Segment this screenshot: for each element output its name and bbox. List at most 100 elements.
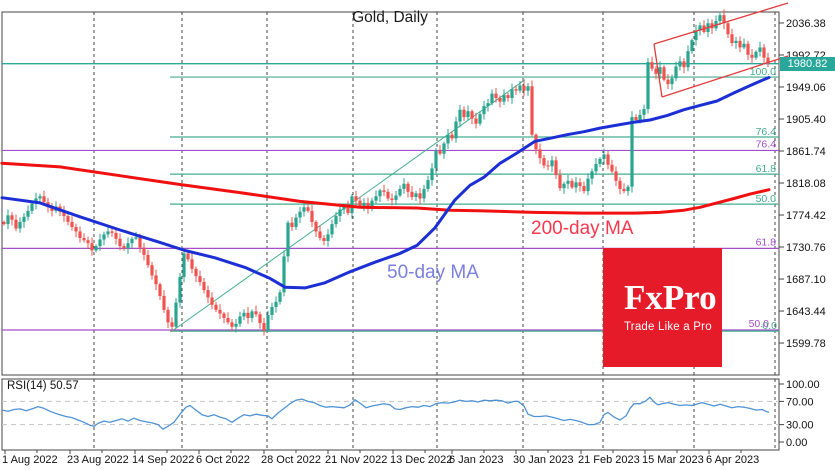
candle-body: [430, 168, 434, 181]
candle-body: [118, 238, 122, 247]
candle-body: [486, 103, 490, 107]
channel-upper-line: [653, 2, 789, 45]
candle-body: [590, 171, 594, 179]
price-axis-label: 1774.42: [786, 210, 826, 222]
candle-body: [470, 111, 474, 119]
date-axis-label: 13 Dec 2022: [390, 454, 452, 466]
candle-body: [510, 89, 514, 99]
candle-body: [78, 231, 82, 239]
candle-body: [734, 40, 738, 44]
candle-body: [598, 158, 602, 164]
candle-body: [210, 297, 214, 305]
candle-body: [386, 191, 390, 199]
date-axis-label: 23 Aug 2022: [67, 454, 129, 466]
candle-body: [42, 196, 46, 203]
candle-body: [490, 93, 494, 104]
candle-body: [690, 40, 694, 52]
candle-body: [114, 232, 118, 239]
candle-body: [410, 191, 414, 197]
candle-body: [346, 206, 350, 214]
rsi-axis-label: 0.00: [786, 437, 807, 449]
candle-body: [246, 312, 250, 318]
candle-body: [626, 186, 630, 192]
candle-body: [614, 171, 618, 181]
fxpro-tagline: Trade Like a Pro: [624, 321, 712, 333]
candle-body: [230, 322, 234, 327]
candle-body: [122, 246, 126, 249]
candle-body: [238, 316, 242, 324]
candle-body: [310, 210, 314, 222]
candle-body: [30, 203, 34, 211]
candle-body: [538, 149, 542, 159]
candle-body: [746, 43, 750, 55]
candle-body: [414, 193, 418, 197]
candle-body: [314, 221, 318, 232]
candle-body: [130, 238, 134, 244]
candle-body: [342, 206, 346, 210]
candle-body: [638, 114, 642, 121]
candle-body: [50, 207, 54, 211]
candle-body: [658, 67, 662, 74]
candle-body: [686, 51, 690, 68]
candle-body: [294, 217, 298, 228]
candle-body: [526, 86, 530, 91]
candle-body: [406, 183, 410, 192]
candle-body: [366, 202, 370, 208]
candle-body: [670, 78, 674, 85]
candle-body: [742, 43, 746, 48]
candle-body: [326, 234, 330, 241]
candle-body: [250, 311, 254, 318]
candle-body: [758, 47, 762, 52]
fib-teal-label: 100.0: [750, 66, 776, 78]
candle-body: [606, 154, 610, 165]
candle-body: [682, 61, 686, 68]
price-axis-label: 2036.38: [786, 18, 826, 30]
fib-purple-label: 50.0: [749, 318, 770, 330]
date-axis-label: 21 Nov 2022: [325, 454, 387, 466]
candle-body: [438, 150, 442, 154]
candle-body: [258, 314, 262, 324]
candle-body: [110, 231, 114, 233]
candle-body: [642, 109, 646, 115]
ma200-annotation: 200-day MA: [531, 218, 634, 239]
candle-body: [678, 61, 682, 67]
candle-body: [550, 160, 554, 167]
fib-purple-label: 61.8: [756, 236, 777, 248]
date-axis-label: 1 Aug 2022: [2, 454, 58, 466]
candle-body: [522, 85, 526, 91]
candle-body: [218, 309, 222, 314]
candle-body: [698, 25, 702, 31]
candle-body: [478, 114, 482, 124]
candle-body: [722, 15, 726, 24]
candle-body: [558, 174, 562, 189]
candle-body: [182, 253, 186, 277]
rsi-axis-label: 70.00: [786, 396, 814, 408]
candle-body: [390, 198, 394, 200]
candle-body: [562, 183, 566, 189]
candle-body: [82, 238, 86, 241]
candle-body: [718, 15, 722, 22]
date-axis-label: 21 Feb 2023: [578, 454, 640, 466]
candle-body: [650, 62, 654, 69]
candle-body: [126, 243, 130, 249]
candle-body: [354, 196, 358, 201]
candle-body: [426, 180, 430, 189]
fib-teal-label: 0.0: [762, 320, 777, 332]
candle-body: [454, 121, 458, 139]
fxpro-wordmark: FxPro: [624, 278, 717, 317]
candle-body: [382, 190, 386, 192]
candle-body: [726, 23, 730, 35]
candle-body: [242, 312, 246, 317]
date-axis-label: 14 Sep 2022: [132, 454, 194, 466]
candle-body: [322, 238, 326, 241]
candle-body: [350, 196, 354, 214]
channel-left-edge: [653, 43, 663, 98]
candle-body: [162, 295, 166, 310]
fxpro-logo: FxPro Trade Like a Pro: [603, 248, 722, 367]
candle-body: [546, 165, 550, 167]
candle-body: [474, 118, 478, 124]
candle-body: [274, 301, 278, 307]
candle-body: [166, 309, 170, 323]
candle-body: [90, 243, 94, 251]
